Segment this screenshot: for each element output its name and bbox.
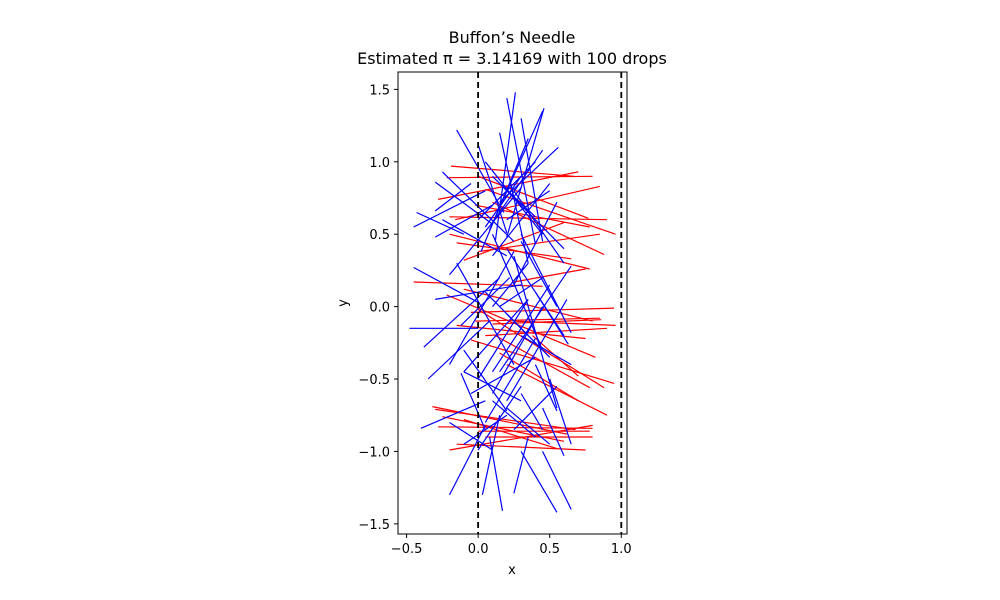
needle-0-3	[477, 175, 589, 219]
needle-1-42	[506, 299, 568, 402]
y-tick-label-2: −0.5	[358, 373, 390, 388]
needle-1-51	[506, 407, 551, 445]
needle-1-74	[484, 175, 522, 228]
needle-1-47	[470, 356, 536, 395]
y-axis: −1.5 −1.0 −0.5 0.0 0.5 1.0 1.5	[358, 83, 398, 533]
needle-1-70	[506, 313, 551, 358]
needle-1-50	[492, 400, 536, 438]
needle-1-62	[481, 415, 501, 496]
y-axis-label: y	[336, 299, 351, 307]
needle-0-26	[513, 320, 616, 326]
needle-1-54	[549, 378, 572, 445]
needle-1-48	[484, 338, 536, 423]
needle-0-7	[449, 216, 608, 221]
needle-1-56	[534, 364, 558, 412]
needle-1-24	[413, 266, 479, 303]
needles-layer	[409, 92, 616, 513]
needle-1-33	[491, 233, 544, 351]
needle-1-23	[513, 190, 565, 264]
x-tick-label-2: 0.5	[539, 542, 560, 557]
needle-1-59	[460, 372, 486, 430]
plot-area-frame	[397, 71, 628, 535]
needle-1-45	[463, 349, 508, 412]
needle-1-61	[448, 425, 486, 496]
y-tick-label-4: 0.5	[369, 228, 390, 243]
needle-1-40	[520, 233, 572, 333]
needle-1-16	[480, 138, 529, 252]
needle-1-55	[520, 393, 544, 431]
needle-1-11	[494, 92, 516, 242]
y-tick-label-0: −1.5	[358, 518, 390, 533]
needle-1-58	[449, 421, 493, 451]
needle-1-60	[463, 414, 508, 445]
needle-1-41	[513, 255, 558, 409]
needle-1-27	[427, 320, 491, 380]
x-tick-label-0: −0.5	[391, 542, 423, 557]
needle-0-15	[446, 294, 596, 358]
needle-1-19	[492, 183, 551, 257]
reference-lines	[477, 72, 623, 534]
needle-1-64	[513, 436, 529, 494]
needle-0-11	[456, 242, 572, 260]
needle-1-53	[542, 407, 565, 457]
x-tick-label-1: 0.0	[468, 542, 489, 557]
needle-1-1	[434, 183, 472, 212]
needle-0-34	[456, 443, 586, 451]
needle-1-69	[499, 277, 543, 308]
needle-0-0	[450, 165, 575, 177]
needle-1-4	[434, 181, 493, 225]
needle-0-36	[463, 419, 558, 450]
needle-0-24	[470, 339, 615, 384]
y-tick-label-5: 1.0	[369, 156, 390, 171]
chart-title: Buffon’s Needle	[449, 28, 576, 47]
needle-1-5	[413, 190, 486, 228]
needle-0-10	[463, 222, 565, 261]
needle-1-66	[542, 451, 572, 510]
needle-1-13	[520, 118, 544, 242]
needle-1-44	[477, 299, 529, 380]
chart-subtitle: Estimated π = 3.14169 with 100 drops	[357, 49, 667, 68]
needle-1-37	[534, 291, 569, 345]
needle-1-29	[456, 262, 515, 365]
needle-1-8	[477, 144, 508, 233]
needle-1-7	[449, 187, 522, 276]
needle-0-28	[499, 352, 579, 402]
needle-1-32	[460, 277, 511, 326]
needle-1-52	[513, 385, 558, 431]
needle-0-20	[492, 319, 602, 325]
y-tick-label-3: 0.0	[369, 301, 390, 316]
needle-1-31	[463, 299, 529, 373]
y-tick-label-6: 1.5	[369, 83, 390, 98]
needle-1-67	[434, 204, 493, 238]
needle-1-71	[492, 262, 529, 307]
needle-1-72	[499, 183, 536, 218]
needle-0-14	[513, 268, 586, 283]
y-tick-label-1: −1.0	[358, 445, 390, 460]
needle-1-43	[520, 335, 572, 366]
needle-1-38	[491, 306, 544, 394]
needle-1-63	[489, 436, 504, 511]
needle-1-26	[423, 277, 501, 348]
needle-1-2	[416, 211, 465, 235]
needle-0-17	[470, 307, 615, 313]
x-tick-label-3: 1.0	[611, 542, 632, 557]
x-axis: −0.5 0.0 0.5 1.0	[391, 534, 632, 557]
needle-1-6	[442, 219, 508, 257]
needle-1-49	[477, 385, 522, 451]
needle-1-46	[463, 371, 522, 402]
needle-series-1	[409, 92, 572, 513]
needle-1-73	[506, 190, 551, 221]
needle-1-65	[520, 451, 558, 513]
x-axis-label: x	[508, 563, 516, 578]
